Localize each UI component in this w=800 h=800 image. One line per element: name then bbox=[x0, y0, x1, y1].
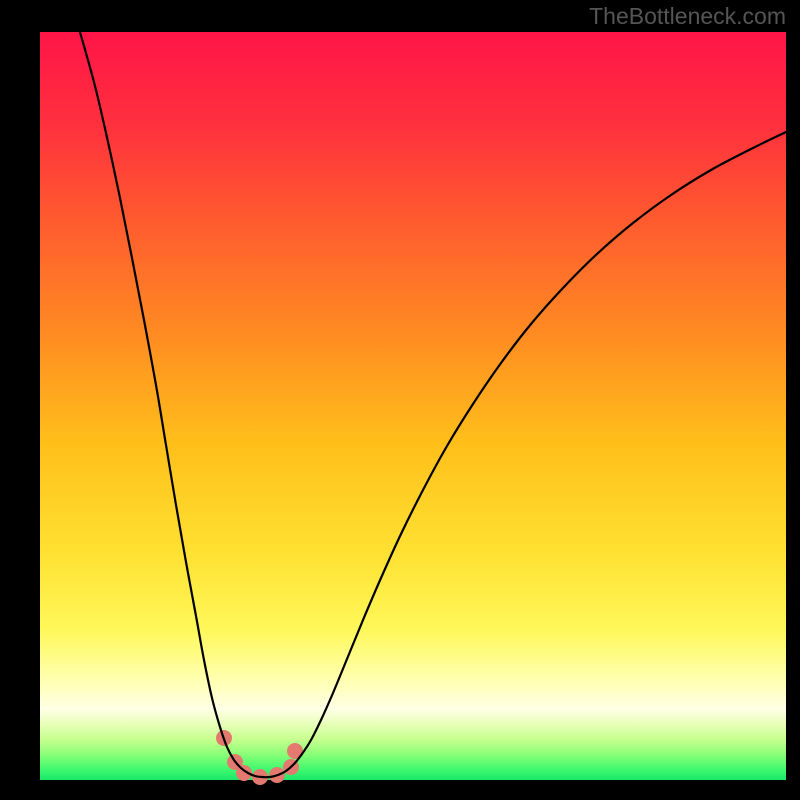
chart-svg bbox=[40, 32, 786, 780]
chart-plot-area bbox=[40, 32, 786, 780]
watermark-text: TheBottleneck.com bbox=[589, 3, 786, 30]
gradient-background bbox=[40, 32, 786, 780]
